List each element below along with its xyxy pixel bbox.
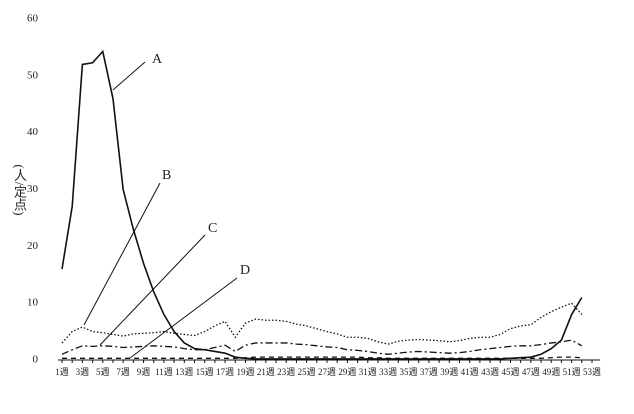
x-tick-label: 33週 — [379, 367, 397, 377]
x-tick-label: 43週 — [481, 367, 499, 377]
y-tick-label: 30 — [27, 183, 39, 195]
x-tick-label: 37週 — [420, 367, 438, 377]
x-tick-label: 3週 — [76, 367, 90, 377]
x-tick-label: 29週 — [338, 367, 356, 377]
x-tick-label: 49週 — [542, 367, 560, 377]
annotation: A — [152, 52, 163, 67]
annotation: B — [162, 168, 171, 183]
x-tick-label: 27週 — [318, 367, 336, 377]
x-tick-label: 17週 — [216, 367, 234, 377]
x-tick-label: 53週 — [583, 367, 601, 377]
y-tick-label: 50 — [27, 69, 39, 81]
series-line — [61, 302, 583, 345]
x-tick-label: 45週 — [501, 367, 519, 377]
x-tick-label: 11週 — [155, 367, 173, 377]
x-tick-label: 13週 — [175, 367, 193, 377]
x-tick-label: 1週 — [55, 367, 69, 377]
x-tick-label: 9週 — [137, 367, 151, 377]
x-tick-label: 35週 — [400, 367, 418, 377]
series-line — [61, 339, 583, 355]
x-tick-label: 21週 — [257, 367, 275, 377]
x-tick-label: 51週 — [563, 367, 581, 377]
x-tick-label: 7週 — [116, 367, 130, 377]
leader-line — [129, 277, 238, 359]
x-tick-label: 31週 — [359, 367, 377, 377]
x-tick-label: 25週 — [298, 367, 316, 377]
y-tick-label: 0 — [33, 354, 39, 366]
annotation: C — [208, 221, 217, 236]
x-tick-label: 5週 — [96, 367, 110, 377]
leader-line — [83, 182, 161, 326]
x-tick-label: 41週 — [461, 367, 479, 377]
y-tick-label: 10 — [27, 297, 39, 309]
y-tick-label: 20 — [27, 240, 39, 252]
annotation: D — [240, 263, 250, 278]
x-tick-label: 15週 — [196, 367, 214, 377]
x-tick-label: 47週 — [522, 367, 540, 377]
x-tick-label: 23週 — [277, 367, 295, 377]
series-line — [61, 49, 583, 360]
x-tick-label: 39週 — [440, 367, 458, 377]
y-axis-label: (人/定点) — [12, 164, 27, 215]
series-line — [62, 356, 582, 359]
y-tick-label: 40 — [27, 126, 39, 138]
leader-line — [112, 61, 146, 91]
x-tick-label: 19週 — [236, 367, 254, 377]
y-tick-label: 60 — [27, 13, 39, 25]
